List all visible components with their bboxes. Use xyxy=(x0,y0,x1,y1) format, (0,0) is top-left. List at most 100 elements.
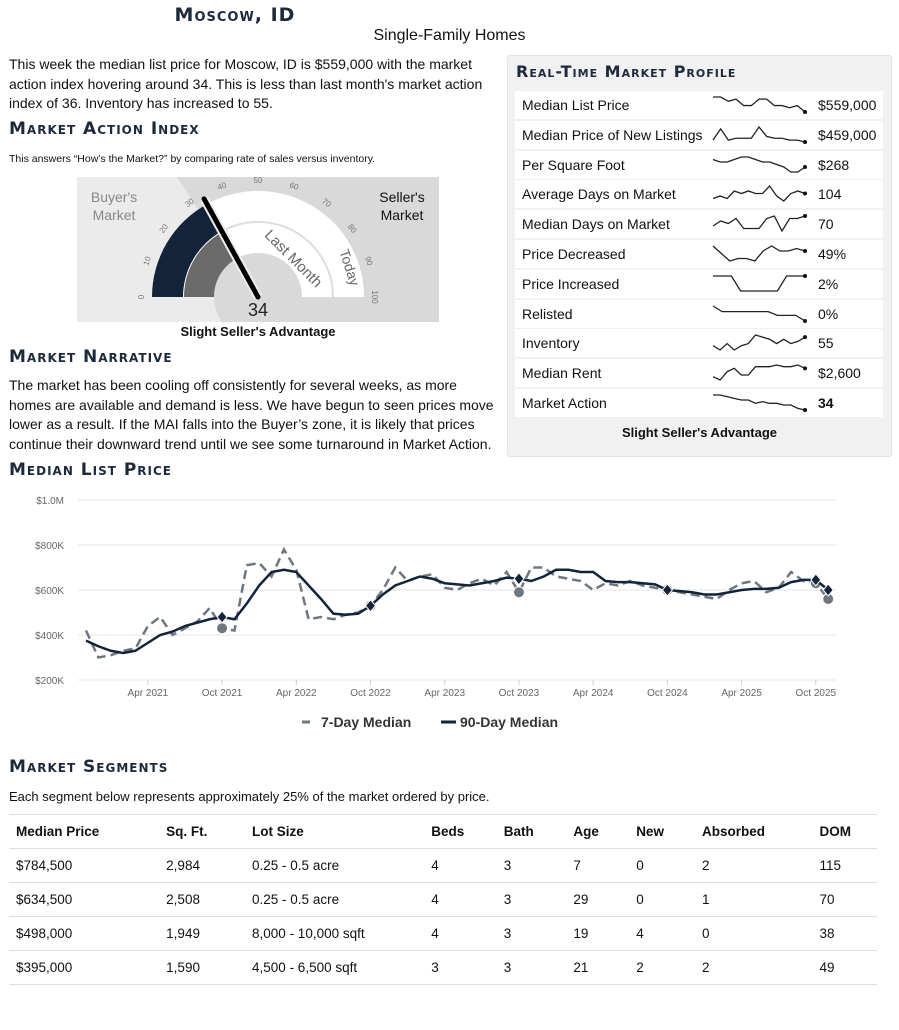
profile-row: Average Days on Market 104 xyxy=(515,180,883,209)
profile-row-value: 0% xyxy=(818,305,839,322)
table-cell: 38 xyxy=(812,916,877,951)
table-row: $634,500 2,508 0.25 - 0.5 acre 4 3 29 0 1 70 xyxy=(9,882,877,917)
gauge-tick-label: 50 xyxy=(254,177,263,185)
90-day-marker xyxy=(661,583,674,597)
gauge-center xyxy=(214,253,302,322)
sparkline-line xyxy=(712,215,806,233)
sparkline-line xyxy=(712,334,806,352)
x-tick-label: Oct 2025 xyxy=(796,688,837,699)
x-tick-label: Apr 2023 xyxy=(424,688,465,699)
sparkline-end-dot xyxy=(803,335,807,340)
gauge-tick-label: 40 xyxy=(216,180,228,191)
x-tick-label: Apr 2021 xyxy=(128,688,169,699)
7-day-marker xyxy=(512,586,525,599)
90-day-marker xyxy=(810,573,822,587)
table-cell: 4 xyxy=(424,882,497,917)
gauge-needle xyxy=(201,196,261,300)
table-cell: 2 xyxy=(694,848,813,883)
gauge-tick-label: 0 xyxy=(137,294,146,299)
90-day-marker xyxy=(513,571,525,586)
column-header: Beds xyxy=(424,814,497,849)
sparkline-end-dot xyxy=(803,273,807,278)
trend-sparkline xyxy=(712,305,807,323)
profile-row: Median Price of New Listings $459,000 xyxy=(515,120,883,149)
profile-row-label: Relisted xyxy=(522,305,573,322)
sparkline-line xyxy=(712,185,806,203)
profile-row-label: Median Price of New Listings xyxy=(522,126,703,143)
profile-row-value: $559,000 xyxy=(818,97,877,113)
table-cell: 3 xyxy=(496,848,567,883)
column-header: Age xyxy=(566,814,630,849)
profile-row: Inventory 55 xyxy=(515,329,883,358)
trend-sparkline xyxy=(713,394,807,412)
gauge-tick-label: 100 xyxy=(370,290,379,304)
column-header: DOM xyxy=(812,814,877,849)
table-cell: $634,500 xyxy=(9,882,160,917)
table-cell: 3 xyxy=(496,950,567,985)
y-tick-label: $200K xyxy=(35,676,64,687)
legend-90-day-label[interactable]: 90-Day Median xyxy=(460,714,558,730)
sparkline-end-dot xyxy=(803,164,807,169)
table-cell: 4 xyxy=(424,848,497,883)
market-action-gauge: 0102030405060708090100Buyer'sMarketSelle… xyxy=(77,177,439,322)
x-tick-label: Oct 2024 xyxy=(647,688,688,699)
column-header: Bath xyxy=(496,814,567,849)
series-90-day-line xyxy=(85,568,829,655)
segments-heading: Market Segments xyxy=(9,757,169,777)
sparkline-line xyxy=(712,305,806,322)
table-cell: 4 xyxy=(629,916,695,951)
mai-verdict: Slight Seller's Advantage xyxy=(180,324,336,339)
table-cell: 1,590 xyxy=(159,950,246,985)
table-cell: 3 xyxy=(496,882,567,917)
table-cell: 29 xyxy=(566,882,630,917)
series-7-day-line xyxy=(84,546,830,659)
sparkline-end-dot xyxy=(803,110,807,114)
profile-row-label: Market Action xyxy=(522,395,607,411)
trend-sparkline xyxy=(712,214,807,233)
table-cell: 7 xyxy=(566,848,630,883)
y-tick-label: $400K xyxy=(35,631,64,642)
table-cell: $784,500 xyxy=(9,848,160,883)
column-header: Sq. Ft. xyxy=(159,814,246,849)
table-cell: 2 xyxy=(694,950,813,985)
page-title: Moscow, ID xyxy=(174,4,296,26)
table-cell: 0.25 - 0.5 acre xyxy=(245,882,425,917)
profile-row-value: 34 xyxy=(818,395,834,411)
profile-row-label: Per Square Foot xyxy=(522,156,625,173)
x-tick-label: Apr 2025 xyxy=(721,688,762,699)
profile-row-label: Price Decreased xyxy=(522,246,626,262)
today-arc xyxy=(152,204,222,297)
sparkline-end-dot xyxy=(803,408,807,412)
column-header: New xyxy=(629,814,695,849)
table-cell: 1,949 xyxy=(159,916,246,951)
90-day-marker xyxy=(216,610,228,624)
table-cell: 0 xyxy=(629,882,695,917)
profile-row-value: 55 xyxy=(818,335,834,352)
chart-legend: 7-Day Median 90-Day Median xyxy=(302,714,558,730)
table-cell: 3 xyxy=(424,950,497,985)
sellers-market-label: Seller's xyxy=(379,189,424,205)
y-tick-label: $600K xyxy=(35,586,64,597)
x-tick-label: Oct 2023 xyxy=(499,688,540,699)
table-row: $395,000 1,590 4,500 - 6,500 sqft 3 3 21 2 2 49 xyxy=(9,950,877,985)
profile-row-value: 70 xyxy=(818,216,834,233)
table-cell: 0 xyxy=(694,916,813,951)
table-cell: 2,984 xyxy=(159,848,246,883)
median-list-price-chart: $200K $400K $600K $800K $1.0M Apr 2021 Oct 202… xyxy=(35,496,837,730)
profile-row-value: 104 xyxy=(818,186,842,203)
sparkline-end-dot xyxy=(803,366,807,371)
legend-7-day-label[interactable]: 7-Day Median xyxy=(321,714,411,730)
profile-row-label: Average Days on Market xyxy=(522,186,676,203)
trend-sparkline xyxy=(712,125,807,144)
table-cell: 49 xyxy=(812,950,877,985)
sparkline-line xyxy=(712,155,806,173)
page-subtitle: Single-Family Homes xyxy=(373,27,526,44)
x-tick-label: Apr 2022 xyxy=(276,688,317,699)
trend-sparkline xyxy=(712,185,807,203)
buyers-market-label: Buyer's xyxy=(91,189,137,205)
table-cell: 70 xyxy=(812,882,877,917)
sparkline-line xyxy=(712,364,806,381)
table-row: $784,500 2,984 0.25 - 0.5 acre 4 3 7 0 2 115 xyxy=(9,848,877,883)
table-cell: 8,000 - 10,000 sqft xyxy=(245,916,425,951)
intro-text: This week the median list price for Mosc… xyxy=(9,56,483,111)
